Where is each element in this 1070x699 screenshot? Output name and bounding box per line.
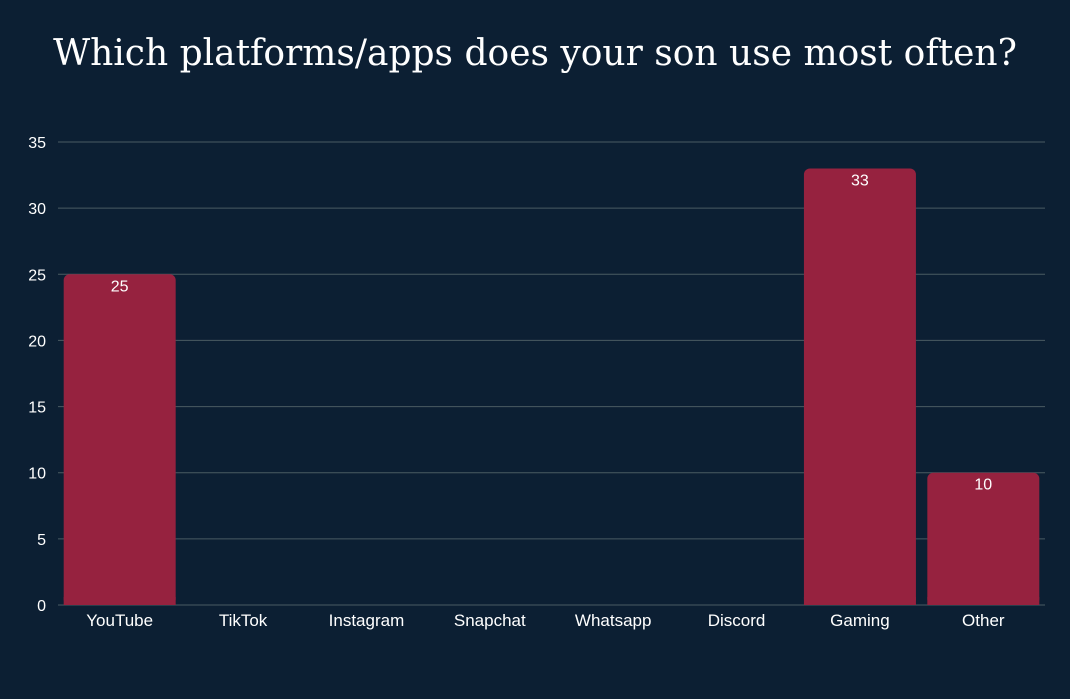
category-label-gaming: Gaming <box>830 611 890 630</box>
y-tick-label: 10 <box>28 466 46 483</box>
bar-gaming <box>803 168 916 605</box>
category-label-tiktok: TikTok <box>219 611 268 630</box>
y-tick-label: 20 <box>28 333 46 350</box>
y-tick-label: 25 <box>28 267 46 284</box>
data-labels: 25 33 10 <box>111 172 993 493</box>
y-axis-ticks: 0 5 10 15 20 25 30 35 <box>28 135 46 615</box>
data-label-youtube: 25 <box>111 278 129 295</box>
category-label-discord: Discord <box>708 611 766 630</box>
y-tick-label: 30 <box>28 201 46 218</box>
category-label-youtube: YouTube <box>86 611 153 630</box>
bars <box>63 168 1040 605</box>
x-axis-categories: YouTube TikTok Instagram Snapchat Whatsapp Di… <box>86 611 1005 630</box>
chart-title: Which platforms/apps does your son use m… <box>53 33 1017 74</box>
category-label-instagram: Instagram <box>329 611 405 630</box>
y-tick-label: 35 <box>28 135 46 152</box>
data-label-gaming: 33 <box>851 172 869 189</box>
category-label-other: Other <box>962 611 1005 630</box>
bar-other <box>927 472 1040 605</box>
y-tick-label: 5 <box>37 532 46 549</box>
category-label-snapchat: Snapchat <box>454 611 526 630</box>
data-label-other: 10 <box>974 477 992 494</box>
y-tick-label: 0 <box>37 598 46 615</box>
bar-base-other <box>927 597 1040 605</box>
y-tick-label: 15 <box>28 400 46 417</box>
bar-youtube <box>63 274 176 605</box>
bar-base-youtube <box>63 597 176 605</box>
bar-base-gaming <box>803 597 916 605</box>
category-label-whatsapp: Whatsapp <box>575 611 652 630</box>
